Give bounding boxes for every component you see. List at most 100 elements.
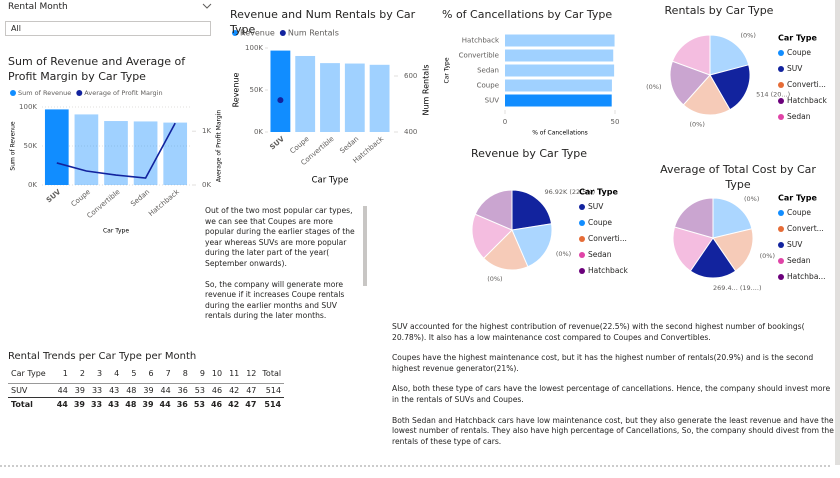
- y-axis-title: Sum of Revenue: [10, 121, 17, 170]
- slicer-chevron[interactable]: [202, 3, 212, 9]
- table-row: Total 44 39 33 43 48 39 44 36 53 46 42 47 514: [8, 397, 285, 411]
- x-tick-label: Sedan: [129, 188, 151, 208]
- y2-tick-label: 1K: [202, 127, 211, 135]
- paragraph: Also, both these type of cars have the l…: [392, 384, 831, 404]
- y2-tick-label: 0K: [202, 181, 211, 189]
- paragraph: SUV accounted for the highest contributi…: [392, 322, 805, 342]
- annotation: (0%): [646, 83, 661, 91]
- table-cell: 48: [126, 386, 137, 395]
- legend-marker: [778, 210, 784, 216]
- pie-slice: [474, 189, 513, 231]
- y-tick-label: 0K: [254, 128, 263, 136]
- pie-slice: [669, 60, 711, 106]
- header-cell: 11: [225, 367, 243, 384]
- y-tick-label: 100K: [19, 103, 37, 111]
- legend-marker: [579, 236, 585, 242]
- legend-label: Num Rentals: [288, 29, 339, 38]
- table-cell: 46: [207, 397, 226, 411]
- legend-marker: [232, 30, 238, 36]
- paragraph: Coupes have the highest maintenance cost…: [392, 353, 814, 373]
- x-tick-label: Sedan: [338, 135, 360, 155]
- pie-slice: [671, 34, 711, 76]
- annotation: (0%): [487, 275, 502, 283]
- table-cell: 39: [70, 397, 88, 411]
- y-tick-label: 0K: [28, 181, 37, 189]
- table-cell: 36: [173, 397, 191, 411]
- pie-slice: [712, 197, 753, 239]
- bar: [320, 63, 340, 133]
- table-header-row: Car Type 1 2 3 4 5 6 7 8 9 10 11 12 Total: [8, 367, 285, 384]
- legend-label: Sedan: [588, 250, 612, 259]
- legend-marker: [579, 252, 585, 258]
- header-cell: 7: [156, 367, 174, 384]
- header-cell: 9: [190, 367, 208, 384]
- table-cell: 46: [211, 386, 223, 395]
- pie-slice: [511, 223, 553, 268]
- pie-slice: [673, 197, 714, 239]
- header-cell: 8: [173, 367, 191, 384]
- legend-label: Revenue: [240, 29, 275, 38]
- legend-label: SUV: [588, 202, 604, 211]
- pie-slice: [709, 64, 751, 111]
- legend-marker: [76, 90, 83, 96]
- pie-slice: [482, 229, 529, 271]
- y-tick-label: 50K: [250, 86, 264, 94]
- legend-marker: [579, 220, 585, 226]
- x-tick-label: 50: [611, 118, 620, 126]
- table-cell: 47: [242, 397, 260, 411]
- data-label: 96.92K (22.5%): [544, 188, 595, 196]
- legend-marker: [778, 274, 784, 280]
- bar: [369, 64, 390, 132]
- table-row: SUV 44 39 33 43 48 39 44 36 53 46 42 47 514: [8, 384, 284, 398]
- legend-label: Converti...: [588, 234, 627, 243]
- x-tick-label: SUV: [45, 188, 63, 205]
- legend-title: Car Type: [778, 34, 817, 43]
- pie-slice: [471, 213, 513, 259]
- legend-label: SUV: [787, 64, 803, 73]
- bar: [44, 109, 69, 185]
- pie-slice: [682, 74, 731, 116]
- x-tick-label: Convertible: [86, 188, 122, 220]
- annotation: (0%): [689, 121, 704, 129]
- table-cell: 42: [225, 397, 243, 411]
- legend-marker: [778, 226, 784, 232]
- table-cell: SUV: [11, 386, 28, 395]
- legend-marker: [778, 258, 784, 264]
- table-cell: 39: [139, 397, 157, 411]
- scrollbar: [835, 0, 840, 465]
- bar: [295, 55, 316, 133]
- x-tick-label: SUV: [268, 135, 286, 152]
- table-cell: 39: [143, 386, 154, 395]
- legend-label: Coupe: [588, 218, 612, 227]
- x-axis-title: % of Cancellations: [532, 130, 588, 137]
- legend-label: SUV: [787, 240, 803, 249]
- legend-label: Hatchback: [588, 266, 629, 275]
- scrollbar: [363, 206, 367, 286]
- table-cell: 33: [87, 397, 106, 411]
- chart-title: % of Cancellations by Car Type: [442, 8, 613, 21]
- header-cell: 6: [139, 367, 157, 384]
- slicer-label: Rental Month: [8, 2, 68, 12]
- y-tick-label: Coupe: [477, 82, 499, 90]
- paragraph: Both Sedan and Hatchback cars have low m…: [392, 415, 834, 446]
- bar: [270, 50, 291, 132]
- bar: [505, 79, 612, 92]
- header-cell: 2: [70, 367, 88, 384]
- legend-label: Convert...: [787, 224, 824, 233]
- legend-label: Sedan: [787, 112, 811, 121]
- y2-tick-label: 600: [404, 72, 417, 80]
- bar: [344, 63, 365, 132]
- matrix-table: Car Type 1 2 3 4 5 6 7 8 9 10 11 12 Total SUV 44 39 33 43 4…: [8, 367, 285, 411]
- bar: [163, 122, 188, 185]
- chart-title: Rentals by Car Type: [664, 4, 774, 17]
- legend-label: Hatchba...: [787, 272, 826, 281]
- slicer-dropdown[interactable]: All: [5, 21, 211, 36]
- legend-marker: [778, 98, 784, 104]
- table-cell: 514: [265, 386, 282, 395]
- table-cell: 42: [229, 386, 240, 395]
- dot: [277, 97, 284, 104]
- y-axis-title: Revenue: [232, 73, 241, 108]
- legend-title: Car Type: [579, 188, 618, 197]
- header-cell: 3: [87, 367, 106, 384]
